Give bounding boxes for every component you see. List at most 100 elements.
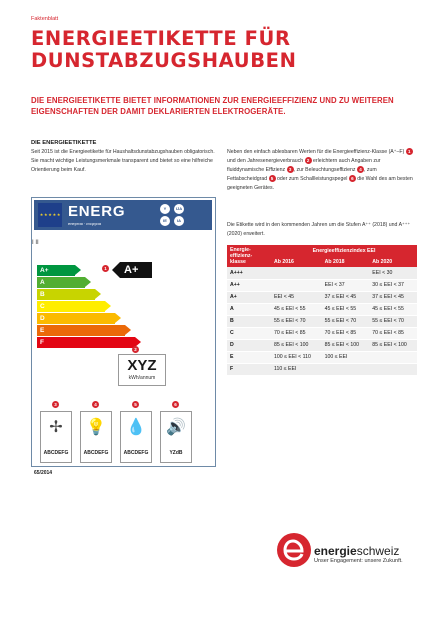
intro-paragraph: Seit 2015 ist die Energieetikette für Ha… (31, 149, 215, 173)
icon-marker: 6 (172, 401, 179, 408)
attribute-box: 💡 ABCDEFG (80, 411, 112, 463)
table-cell-class: A+ (227, 291, 271, 304)
efficiency-class-bar: C (37, 301, 111, 312)
table-row: E 100 ≤ EEI < 110 100 ≤ EEI (227, 351, 417, 364)
marker-5: 5 (268, 175, 276, 183)
annual-consumption: XYZ (127, 357, 157, 374)
efficiency-class-bar: E (37, 325, 131, 336)
supplier-model-marks: I II (32, 240, 39, 246)
attribute-icon: 💡 (86, 419, 106, 436)
efficiency-class-bar: D (37, 313, 121, 324)
attribute-class: YZdB (169, 450, 183, 456)
table-cell: 85 ≤ EEI < 100 (271, 339, 322, 352)
table-cell: 45 ≤ EEI < 55 (271, 303, 322, 316)
rating-arrow: A+ (112, 262, 152, 278)
marker-4: 4 (356, 166, 364, 174)
logo-wordmark: energieschweiz (314, 544, 399, 558)
table-cell: 55 ≤ EEI < 70 (369, 315, 417, 328)
logo-word-energie: energie (314, 544, 357, 558)
attribute-box: 💧 ABCDEFG (120, 411, 152, 463)
logo-word-schweiz: schweiz (356, 544, 400, 558)
features-text-5: , zum Fettabscheidgrad (227, 167, 377, 182)
table-cell: EEI < 45 (271, 291, 322, 304)
icon-marker: 4 (92, 401, 99, 408)
features-text-3: erleichtern auch Angaben zur fluiddynami… (227, 158, 381, 173)
table-cell (321, 363, 370, 376)
attribute-icon: 💧 (126, 419, 146, 436)
label-marker-2: 2 (132, 346, 139, 353)
table-head-class: Energie-effizienz-klasse (227, 245, 271, 267)
efficiency-class-bar: F (37, 337, 141, 348)
table-row: A+ EEI < 45 37 ≤ EEI < 45 37 ≤ EEI < 45 (227, 291, 417, 304)
table-body: A+++ EEI < 30 A++ EEI < 37 30 ≤ EEI < 37 A+ EE… (227, 267, 417, 376)
eu-flag-icon: ★ ★ ★ ★ ★ (38, 203, 62, 227)
attribute-icon: 🔊 (166, 419, 186, 436)
energieschweiz-logo-icon (277, 533, 311, 567)
table-cell: 70 ≤ EEI < 85 (369, 327, 417, 340)
table-cell-class: F (227, 363, 271, 376)
features-paragraph: Neben den einfach ablesbaren Werten für … (227, 148, 417, 193)
eei-table: Energie-effizienz-klasse Energieeffizien… (227, 245, 417, 376)
table-row: A 45 ≤ EEI < 55 45 ≤ EEI < 55 45 ≤ EEI < 55 (227, 303, 417, 316)
attribute-box: 🔊 YZdB (160, 411, 192, 463)
table-row: A++ EEI < 37 30 ≤ EEI < 37 (227, 279, 417, 292)
table-cell (271, 267, 322, 280)
efficiency-scale: A+ A B C D E F (37, 265, 141, 349)
table-cell: 45 ≤ EEI < 55 (369, 303, 417, 316)
table-cell-class: E (227, 351, 271, 364)
table-head-year: Ab 2016 (271, 256, 322, 267)
features-text-4: , zur Beleuchtungseffizienz (293, 167, 356, 173)
table-cell: 37 ≤ EEI < 45 (321, 291, 370, 304)
regulation-code: 65/2014 (34, 470, 53, 476)
table-row: A+++ EEI < 30 (227, 267, 417, 280)
table-cell: 100 ≤ EEI < 110 (271, 351, 322, 364)
table-cell (369, 363, 417, 376)
icon-marker: 3 (52, 401, 59, 408)
table-row: F 110 ≤ EEI (227, 363, 417, 376)
features-text-7: die Wahl des am besten geeigneten Geräte… (227, 176, 413, 191)
kicker: Faktenblatt (31, 16, 59, 22)
table-cell: 70 ≤ EEI < 85 (321, 327, 370, 340)
page-title: Energieetikette für Dunstabzugshauben (31, 27, 297, 72)
table-cell: 55 ≤ EEI < 70 (321, 315, 370, 328)
table-cell-class: D (227, 339, 271, 352)
table-cell (369, 351, 417, 364)
language-badge: IE (160, 216, 170, 226)
table-cell: 85 ≤ EEI < 100 (321, 339, 370, 352)
table-cell-class: C (227, 327, 271, 340)
language-badge: IA (174, 216, 184, 226)
features-text-1: Neben den einfach ablesbaren Werten für … (227, 149, 405, 155)
label-marker-1: 1 (102, 265, 109, 272)
efficiency-class-bar: A+ (37, 265, 81, 276)
logo-tagline: Unser Engagement: unsere Zukunft. (314, 558, 403, 564)
table-cell-class: A (227, 303, 271, 316)
table-cell (321, 267, 370, 280)
table-cell: EEI < 37 (321, 279, 370, 292)
table-cell: 30 ≤ EEI < 37 (369, 279, 417, 292)
table-cell: 85 ≤ EEI < 100 (369, 339, 417, 352)
marker-1: 1 (405, 148, 413, 156)
efficiency-class-bar: A (37, 277, 91, 288)
table-cell: EEI < 30 (369, 267, 417, 280)
features-text-6: oder zum Schallleistungspegel (277, 176, 348, 182)
table-cell-class: A++ (227, 279, 271, 292)
energy-label: ★ ★ ★ ★ ★ ENERG енергия · ενεργεια Y IJA… (31, 197, 216, 476)
table-head-year: Ab 2020 (369, 256, 417, 267)
table-cell: 70 ≤ EEI < 85 (271, 327, 322, 340)
attribute-icon: ✢ (49, 419, 63, 436)
attribute-class: ABCDEFG (43, 450, 69, 456)
section-heading: DIE ENERGIEETIKETTE (31, 140, 97, 146)
table-cell: 37 ≤ EEI < 45 (369, 291, 417, 304)
language-badge: Y (160, 204, 170, 214)
extension-paragraph: Die Etikette wird in den kommenden Jahre… (227, 222, 411, 237)
attribute-box: ✢ ABCDEFG (40, 411, 72, 463)
energ-wordmark: ENERG (68, 203, 126, 220)
table-cell: 100 ≤ EEI (321, 351, 370, 364)
features-text-2: und den Jahresenergieverbrauch (227, 158, 304, 164)
consumption-box: XYZ kWh/annum (118, 354, 166, 386)
marker-3: 3 (286, 166, 294, 174)
lead-text: Die Energieetikette bietet Informationen… (31, 96, 394, 116)
table-cell-class: B (227, 315, 271, 328)
table-row: D 85 ≤ EEI < 100 85 ≤ EEI < 100 85 ≤ EEI < … (227, 339, 417, 352)
attribute-class: ABCDEFG (123, 450, 149, 456)
